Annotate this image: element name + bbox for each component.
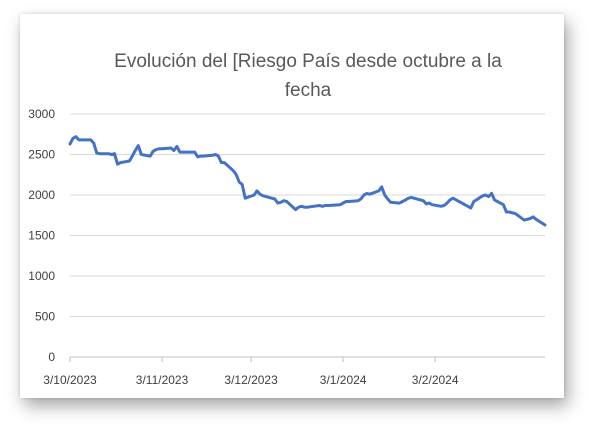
x-tick-label: 3/2/2024 <box>412 373 459 387</box>
chart-title-line-2: fecha <box>285 80 332 101</box>
y-tick-label-1000: 1000 <box>28 269 55 283</box>
x-tick-label: 3/10/2023 <box>43 373 97 387</box>
gridlines <box>70 113 545 317</box>
y-tick-label-2000: 2000 <box>28 188 55 202</box>
y-tick-label-500: 500 <box>35 310 55 324</box>
series-line <box>68 135 547 227</box>
x-tick-label: 3/11/2023 <box>136 373 189 387</box>
y-tick-label-0: 0 <box>48 350 55 364</box>
chart-title-line-1: Evolución del [Riesgo País desde octubre… <box>114 51 502 72</box>
x-tick-label: 3/12/2023 <box>224 373 278 387</box>
x-axis: 3/10/2023 3/11/2023 3/12/2023 3/1/2024 3/2/2… <box>43 356 545 387</box>
y-tick-label-1500: 1500 <box>28 229 55 243</box>
x-tick-label: 3/1/2024 <box>320 373 367 387</box>
y-tick-label-2500: 2500 <box>28 148 55 162</box>
y-axis-tick-labels: 0 500 1000 1500 2000 2500 3000 <box>28 107 55 364</box>
series-riesgo-pais <box>68 135 547 227</box>
chart-title: Evolución del [Riesgo País desde octubre… <box>114 51 502 101</box>
y-tick-label-3000: 3000 <box>28 107 55 121</box>
